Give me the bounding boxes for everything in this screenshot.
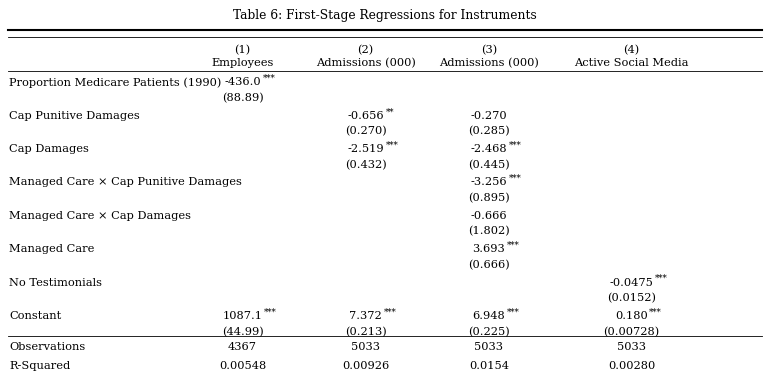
Text: (0.225): (0.225) — [468, 326, 510, 337]
Text: (0.270): (0.270) — [345, 126, 387, 137]
Text: ***: *** — [264, 308, 277, 316]
Text: (44.99): (44.99) — [222, 326, 263, 337]
Text: (0.895): (0.895) — [468, 193, 510, 203]
Text: (1.802): (1.802) — [468, 226, 510, 237]
Text: Proportion Medicare Patients (1990): Proportion Medicare Patients (1990) — [9, 77, 222, 88]
Text: (88.89): (88.89) — [222, 93, 263, 103]
Text: 1087.1: 1087.1 — [223, 311, 263, 321]
Text: 5033: 5033 — [351, 342, 380, 352]
Text: (0.432): (0.432) — [345, 160, 387, 170]
Text: (0.00728): (0.00728) — [603, 326, 660, 337]
Text: 3.693: 3.693 — [473, 244, 505, 254]
Text: Managed Care: Managed Care — [9, 244, 95, 254]
Text: 0.180: 0.180 — [615, 311, 648, 321]
Text: ***: *** — [383, 308, 397, 316]
Text: 5033: 5033 — [474, 342, 504, 352]
Text: (0.213): (0.213) — [345, 326, 387, 337]
Text: -0.666: -0.666 — [470, 211, 507, 221]
Text: ***: *** — [386, 141, 398, 150]
Text: (0.445): (0.445) — [468, 160, 510, 170]
Text: -0.656: -0.656 — [347, 111, 384, 121]
Text: Admissions (000): Admissions (000) — [439, 58, 539, 68]
Text: 6.948: 6.948 — [473, 311, 505, 321]
Text: Table 6: First-Stage Regressions for Instruments: Table 6: First-Stage Regressions for Ins… — [233, 9, 537, 22]
Text: (0.285): (0.285) — [468, 126, 510, 137]
Text: ***: *** — [654, 274, 668, 283]
Text: (4): (4) — [623, 45, 640, 55]
Text: -2.519: -2.519 — [347, 144, 384, 154]
Text: No Testimonials: No Testimonials — [9, 278, 102, 288]
Text: ***: *** — [649, 308, 662, 316]
Text: (2): (2) — [357, 45, 374, 55]
Text: 0.0154: 0.0154 — [469, 361, 509, 371]
Text: Cap Damages: Cap Damages — [9, 144, 89, 154]
Text: Observations: Observations — [9, 342, 85, 352]
Text: ***: *** — [507, 308, 520, 316]
Text: (0.666): (0.666) — [468, 260, 510, 270]
Text: (0.0152): (0.0152) — [607, 293, 656, 303]
Text: 0.00926: 0.00926 — [342, 361, 390, 371]
Text: -2.468: -2.468 — [470, 144, 507, 154]
Text: 7.372: 7.372 — [350, 311, 382, 321]
Text: -0.270: -0.270 — [470, 111, 507, 121]
Text: ***: *** — [509, 141, 521, 150]
Text: 5033: 5033 — [617, 342, 646, 352]
Text: (3): (3) — [480, 45, 497, 55]
Text: (1): (1) — [234, 45, 251, 55]
Text: 0.00280: 0.00280 — [608, 361, 655, 371]
Text: ***: *** — [509, 174, 521, 183]
Text: -3.256: -3.256 — [470, 177, 507, 187]
Text: -0.0475: -0.0475 — [610, 278, 653, 288]
Text: Cap Punitive Damages: Cap Punitive Damages — [9, 111, 140, 121]
Text: Active Social Media: Active Social Media — [574, 58, 688, 68]
Text: Managed Care × Cap Punitive Damages: Managed Care × Cap Punitive Damages — [9, 177, 242, 187]
Text: Admissions (000): Admissions (000) — [316, 58, 416, 68]
Text: Employees: Employees — [211, 58, 274, 68]
Text: Constant: Constant — [9, 311, 62, 321]
Text: **: ** — [386, 107, 394, 116]
Text: 0.00548: 0.00548 — [219, 361, 266, 371]
Text: -436.0: -436.0 — [224, 77, 261, 87]
Text: 4367: 4367 — [228, 342, 257, 352]
Text: R-Squared: R-Squared — [9, 361, 71, 371]
Text: Managed Care × Cap Damages: Managed Care × Cap Damages — [9, 211, 191, 221]
Text: ***: *** — [507, 241, 520, 250]
Text: ***: *** — [263, 74, 275, 83]
